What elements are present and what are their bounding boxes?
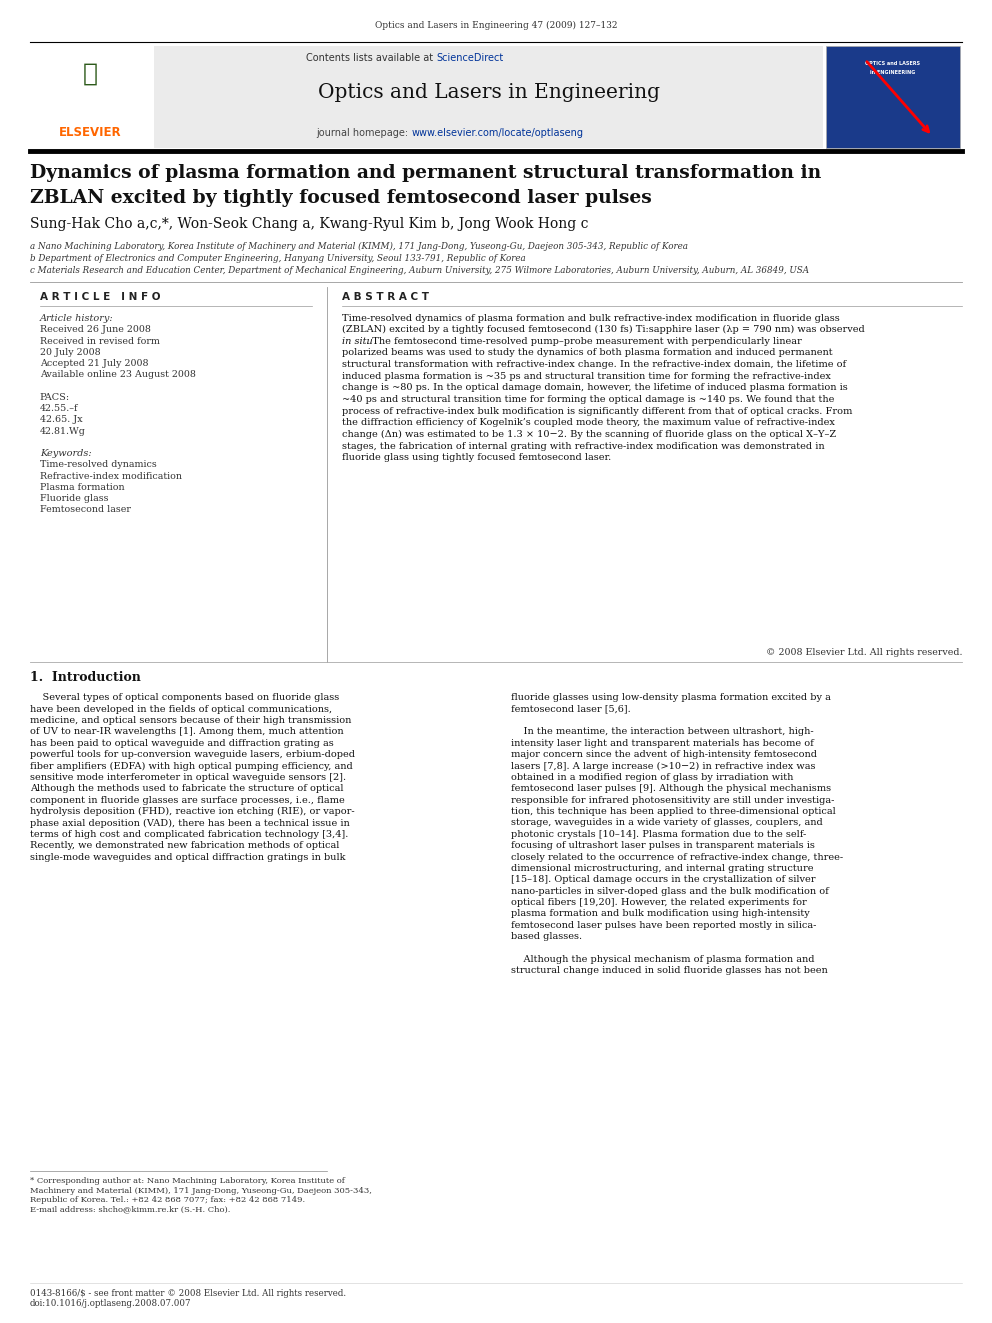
Text: plasma formation and bulk modification using high-intensity: plasma formation and bulk modification u… bbox=[511, 909, 809, 918]
Text: ELSEVIER: ELSEVIER bbox=[59, 126, 122, 139]
Text: Optics and Lasers in Engineering 47 (2009) 127–132: Optics and Lasers in Engineering 47 (200… bbox=[375, 21, 617, 30]
Text: Several types of optical components based on fluoride glass: Several types of optical components base… bbox=[30, 693, 339, 703]
Text: the diffraction efficiency of Kogelnik’s coupled mode theory, the maximum value : the diffraction efficiency of Kogelnik’s… bbox=[342, 418, 835, 427]
Text: dimensional microstructuring, and internal grating structure: dimensional microstructuring, and intern… bbox=[511, 864, 813, 873]
Text: powerful tools for up-conversion waveguide lasers, erbium-doped: powerful tools for up-conversion wavegui… bbox=[30, 750, 355, 759]
Text: obtained in a modified region of glass by irradiation with: obtained in a modified region of glass b… bbox=[511, 773, 794, 782]
Text: terms of high cost and complicated fabrication technology [3,4].: terms of high cost and complicated fabri… bbox=[30, 830, 348, 839]
Text: 0143-8166/$ - see front matter © 2008 Elsevier Ltd. All rights reserved.: 0143-8166/$ - see front matter © 2008 El… bbox=[30, 1289, 346, 1298]
Text: Sung-Hak Cho a,c,*, Won-Seok Chang a, Kwang-Ryul Kim b, Jong Wook Hong c: Sung-Hak Cho a,c,*, Won-Seok Chang a, Kw… bbox=[30, 217, 588, 232]
Text: structural transformation with refractive-index change. In the refractive-index : structural transformation with refractiv… bbox=[342, 360, 846, 369]
Text: medicine, and optical sensors because of their high transmission: medicine, and optical sensors because of… bbox=[30, 716, 351, 725]
Text: change (Δn) was estimated to be 1.3 × 10−2. By the scanning of fluoride glass on: change (Δn) was estimated to be 1.3 × 10… bbox=[342, 430, 836, 439]
Text: single-mode waveguides and optical diffraction gratings in bulk: single-mode waveguides and optical diffr… bbox=[30, 852, 345, 861]
Text: in situ: in situ bbox=[342, 337, 373, 345]
Text: A B S T R A C T: A B S T R A C T bbox=[342, 292, 430, 303]
Text: fiber amplifiers (EDFA) with high optical pumping efficiency, and: fiber amplifiers (EDFA) with high optica… bbox=[30, 762, 352, 770]
Text: doi:10.1016/j.optlaseng.2008.07.007: doi:10.1016/j.optlaseng.2008.07.007 bbox=[30, 1299, 191, 1308]
Text: intensity laser light and transparent materials has become of: intensity laser light and transparent ma… bbox=[511, 738, 813, 747]
FancyBboxPatch shape bbox=[826, 46, 960, 148]
Text: sensitive mode interferometer in optical waveguide sensors [2].: sensitive mode interferometer in optical… bbox=[30, 773, 346, 782]
Text: femtosecond laser [5,6].: femtosecond laser [5,6]. bbox=[511, 705, 631, 713]
Text: E-mail address: shcho@kimm.re.kr (S.-H. Cho).: E-mail address: shcho@kimm.re.kr (S.-H. … bbox=[30, 1205, 230, 1213]
Text: tion, this technique has been applied to three-dimensional optical: tion, this technique has been applied to… bbox=[511, 807, 835, 816]
Text: based glasses.: based glasses. bbox=[511, 933, 582, 941]
Text: OPTICS and LASERS: OPTICS and LASERS bbox=[865, 61, 921, 66]
Text: [15–18]. Optical damage occurs in the crystallization of silver: [15–18]. Optical damage occurs in the cr… bbox=[511, 876, 815, 884]
Text: Optics and Lasers in Engineering: Optics and Lasers in Engineering bbox=[318, 83, 660, 102]
Text: focusing of ultrashort laser pulses in transparent materials is: focusing of ultrashort laser pulses in t… bbox=[511, 841, 814, 851]
Text: fluoride glass using tightly focused femtosecond laser.: fluoride glass using tightly focused fem… bbox=[342, 454, 611, 462]
Text: A R T I C L E   I N F O: A R T I C L E I N F O bbox=[40, 292, 160, 303]
Text: has been paid to optical waveguide and diffraction grating as: has been paid to optical waveguide and d… bbox=[30, 738, 333, 747]
Text: Plasma formation: Plasma formation bbox=[40, 483, 124, 492]
Text: responsible for infrared photosensitivity are still under investiga-: responsible for infrared photosensitivit… bbox=[511, 795, 834, 804]
Text: 42.65. Jx: 42.65. Jx bbox=[40, 415, 82, 425]
Text: component in fluoride glasses are surface processes, i.e., flame: component in fluoride glasses are surfac… bbox=[30, 795, 344, 804]
Text: fluoride glasses using low-density plasma formation excited by a: fluoride glasses using low-density plasm… bbox=[511, 693, 830, 703]
Text: www.elsevier.com/locate/optlaseng: www.elsevier.com/locate/optlaseng bbox=[412, 127, 583, 138]
Text: Contents lists available at: Contents lists available at bbox=[307, 53, 436, 64]
Text: femtosecond laser pulses [9]. Although the physical mechanisms: femtosecond laser pulses [9]. Although t… bbox=[511, 785, 831, 794]
Text: 1.  Introduction: 1. Introduction bbox=[30, 671, 141, 684]
Text: ~40 ps and structural transition time for forming the optical damage is ~140 ps.: ~40 ps and structural transition time fo… bbox=[342, 396, 834, 404]
Text: 🌳: 🌳 bbox=[82, 62, 98, 86]
Text: Fluoride glass: Fluoride glass bbox=[40, 495, 108, 503]
Text: major concern since the advent of high-intensity femtosecond: major concern since the advent of high-i… bbox=[511, 750, 816, 759]
Text: Recently, we demonstrated new fabrication methods of optical: Recently, we demonstrated new fabricatio… bbox=[30, 841, 339, 851]
Text: closely related to the occurrence of refractive-index change, three-: closely related to the occurrence of ref… bbox=[511, 852, 843, 861]
Text: . The femtosecond time-resolved pump–probe measurement with perpendicularly line: . The femtosecond time-resolved pump–pro… bbox=[366, 337, 802, 345]
Text: Time-resolved dynamics of plasma formation and bulk refractive-index modificatio: Time-resolved dynamics of plasma formati… bbox=[342, 314, 840, 323]
Text: storage, waveguides in a wide variety of glasses, couplers, and: storage, waveguides in a wide variety of… bbox=[511, 819, 822, 827]
Text: a Nano Machining Laboratory, Korea Institute of Machinery and Material (KIMM), 1: a Nano Machining Laboratory, Korea Insti… bbox=[30, 242, 687, 251]
Text: phase axial deposition (VAD), there has been a technical issue in: phase axial deposition (VAD), there has … bbox=[30, 819, 349, 827]
Text: change is ~80 ps. In the optical damage domain, however, the lifetime of induced: change is ~80 ps. In the optical damage … bbox=[342, 384, 848, 393]
Text: process of refractive-index bulk modification is significantly different from th: process of refractive-index bulk modific… bbox=[342, 406, 852, 415]
Text: Although the physical mechanism of plasma formation and: Although the physical mechanism of plasm… bbox=[511, 955, 814, 964]
Text: polarized beams was used to study the dynamics of both plasma formation and indu: polarized beams was used to study the dy… bbox=[342, 348, 833, 357]
Text: hydrolysis deposition (FHD), reactive ion etching (RIE), or vapor-: hydrolysis deposition (FHD), reactive io… bbox=[30, 807, 354, 816]
Text: * Corresponding author at: Nano Machining Laboratory, Korea Institute of: * Corresponding author at: Nano Machinin… bbox=[30, 1177, 344, 1185]
Text: structural change induced in solid fluoride glasses has not been: structural change induced in solid fluor… bbox=[511, 966, 827, 975]
Text: b Department of Electronics and Computer Engineering, Hanyang University, Seoul : b Department of Electronics and Computer… bbox=[30, 254, 526, 263]
FancyBboxPatch shape bbox=[30, 46, 152, 148]
Text: Keywords:: Keywords: bbox=[40, 450, 91, 458]
Text: Machinery and Material (KIMM), 171 Jang-Dong, Yuseong-Gu, Daejeon 305-343,: Machinery and Material (KIMM), 171 Jang-… bbox=[30, 1187, 372, 1195]
Text: PACS:: PACS: bbox=[40, 393, 69, 402]
Text: (ZBLAN) excited by a tightly focused femtosecond (130 fs) Ti:sapphire laser (λp : (ZBLAN) excited by a tightly focused fem… bbox=[342, 325, 865, 335]
Text: Received in revised form: Received in revised form bbox=[40, 336, 160, 345]
Text: femtosecond laser pulses have been reported mostly in silica-: femtosecond laser pulses have been repor… bbox=[511, 921, 816, 930]
Text: induced plasma formation is ~35 ps and structural transition time for forming th: induced plasma formation is ~35 ps and s… bbox=[342, 372, 831, 381]
Text: photonic crystals [10–14]. Plasma formation due to the self-: photonic crystals [10–14]. Plasma format… bbox=[511, 830, 806, 839]
Text: in ENGINEERING: in ENGINEERING bbox=[870, 70, 916, 75]
Text: ScienceDirect: ScienceDirect bbox=[436, 53, 504, 64]
Text: of UV to near-IR wavelengths [1]. Among them, much attention: of UV to near-IR wavelengths [1]. Among … bbox=[30, 728, 343, 737]
Text: Available online 23 August 2008: Available online 23 August 2008 bbox=[40, 370, 195, 380]
Text: 20 July 2008: 20 July 2008 bbox=[40, 348, 100, 357]
Text: Although the methods used to fabricate the structure of optical: Although the methods used to fabricate t… bbox=[30, 785, 343, 794]
Text: nano-particles in silver-doped glass and the bulk modification of: nano-particles in silver-doped glass and… bbox=[511, 886, 828, 896]
Text: have been developed in the fields of optical communications,: have been developed in the fields of opt… bbox=[30, 705, 332, 713]
Text: journal homepage:: journal homepage: bbox=[316, 127, 412, 138]
Text: lasers [7,8]. A large increase (>10−2) in refractive index was: lasers [7,8]. A large increase (>10−2) i… bbox=[511, 762, 815, 770]
Text: Received 26 June 2008: Received 26 June 2008 bbox=[40, 325, 151, 335]
FancyBboxPatch shape bbox=[154, 46, 823, 148]
Text: Republic of Korea. Tel.: +82 42 868 7077; fax: +82 42 868 7149.: Republic of Korea. Tel.: +82 42 868 7077… bbox=[30, 1196, 305, 1204]
Text: ZBLAN excited by tightly focused femtosecond laser pulses: ZBLAN excited by tightly focused femtose… bbox=[30, 189, 652, 208]
Text: Article history:: Article history: bbox=[40, 314, 113, 323]
Text: c Materials Research and Education Center, Department of Mechanical Engineering,: c Materials Research and Education Cente… bbox=[30, 266, 808, 275]
Text: Time-resolved dynamics: Time-resolved dynamics bbox=[40, 460, 157, 470]
Text: Refractive-index modification: Refractive-index modification bbox=[40, 472, 182, 480]
Text: stages, the fabrication of internal grating with refractive-index modification w: stages, the fabrication of internal grat… bbox=[342, 442, 825, 451]
Text: © 2008 Elsevier Ltd. All rights reserved.: © 2008 Elsevier Ltd. All rights reserved… bbox=[766, 648, 962, 658]
Text: 42.81.Wg: 42.81.Wg bbox=[40, 426, 85, 435]
Text: Accepted 21 July 2008: Accepted 21 July 2008 bbox=[40, 359, 148, 368]
Text: Femtosecond laser: Femtosecond laser bbox=[40, 505, 131, 515]
Text: 42.55.–f: 42.55.–f bbox=[40, 405, 78, 413]
Text: optical fibers [19,20]. However, the related experiments for: optical fibers [19,20]. However, the rel… bbox=[511, 898, 806, 908]
Text: In the meantime, the interaction between ultrashort, high-: In the meantime, the interaction between… bbox=[511, 728, 813, 737]
Text: Dynamics of plasma formation and permanent structural transformation in: Dynamics of plasma formation and permane… bbox=[30, 164, 821, 183]
